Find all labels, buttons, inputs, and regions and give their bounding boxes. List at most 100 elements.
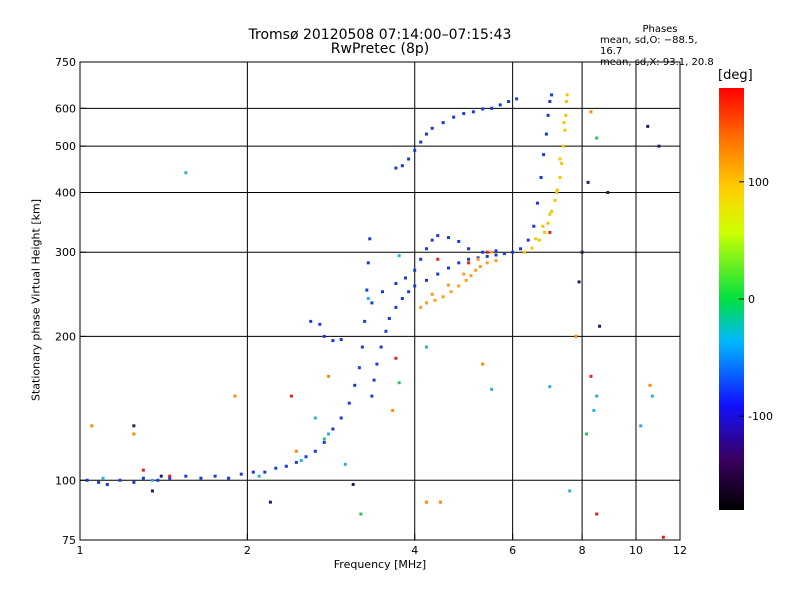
data-point (327, 432, 331, 436)
data-point (595, 136, 599, 140)
data-point (294, 449, 298, 453)
data-point (548, 385, 552, 389)
data-point (227, 476, 231, 480)
data-point (498, 103, 502, 107)
data-point (595, 512, 599, 516)
data-point (359, 512, 363, 516)
data-point (168, 476, 172, 480)
data-point (563, 128, 567, 132)
data-point (446, 266, 450, 270)
data-point (425, 247, 429, 251)
phase-stats-block: Phases mean, sd,O: −88.5, 16.7 mean, sd,… (600, 24, 720, 68)
data-point (511, 250, 515, 254)
data-point (446, 236, 450, 240)
data-point (476, 257, 480, 261)
data-point (156, 478, 160, 482)
data-point (519, 247, 523, 251)
data-point (490, 250, 494, 254)
x-tick-label: 10 (629, 544, 643, 557)
data-point (433, 298, 437, 302)
data-point (309, 319, 313, 323)
data-point (561, 144, 565, 148)
data-point (462, 112, 466, 116)
data-point (648, 383, 652, 387)
data-point (507, 100, 511, 104)
data-point (375, 362, 379, 366)
data-point (233, 394, 237, 398)
data-point (394, 305, 398, 309)
data-point (397, 381, 401, 385)
data-point (592, 408, 596, 412)
data-point (430, 238, 434, 242)
data-point (494, 249, 498, 253)
data-point (353, 383, 357, 387)
data-point (469, 274, 473, 278)
data-point (251, 470, 255, 474)
data-point (478, 265, 482, 269)
colorbar-tick-label: 0 (748, 293, 755, 306)
data-point (384, 329, 388, 333)
data-point (407, 157, 411, 161)
data-point (101, 476, 105, 480)
data-point (313, 449, 317, 453)
data-point (574, 334, 578, 338)
data-point (370, 301, 374, 305)
x-tick-label: 2 (244, 544, 251, 557)
data-point (537, 238, 541, 242)
data-point (413, 284, 417, 288)
data-point (407, 290, 411, 294)
data-point (322, 440, 326, 444)
data-point (118, 478, 122, 482)
y-tick-label: 100 (55, 474, 76, 487)
y-tick-label: 600 (55, 102, 76, 115)
data-point (485, 261, 489, 265)
data-point (565, 93, 569, 97)
data-point (481, 362, 485, 366)
data-point (331, 339, 335, 343)
data-point (441, 295, 445, 299)
data-point (331, 427, 335, 431)
data-point (357, 366, 361, 370)
data-point (555, 190, 559, 194)
data-point (199, 476, 203, 480)
data-point (90, 424, 94, 428)
data-point (425, 301, 429, 305)
data-point (366, 261, 370, 265)
y-axis: 75 100 200 300 400 500 600 750 (55, 56, 86, 547)
data-point (485, 250, 489, 254)
data-point (150, 478, 154, 482)
data-point (650, 394, 654, 398)
data-point (548, 230, 552, 234)
data-point (97, 480, 101, 484)
data-point (595, 394, 599, 398)
y-tick-label: 500 (55, 140, 76, 153)
data-point (542, 153, 546, 157)
data-point (159, 474, 163, 478)
y-tick-label: 400 (55, 186, 76, 199)
data-point (589, 374, 593, 378)
chart-subtitle: RwPretec (8p) (330, 41, 430, 57)
data-point (380, 290, 384, 294)
data-point (568, 489, 572, 493)
data-point (462, 272, 466, 276)
data-point (425, 278, 429, 282)
data-point (294, 460, 298, 464)
data-point (150, 489, 154, 493)
data-point (436, 272, 440, 276)
data-point (541, 224, 545, 228)
chart-title: Tromsø 20120508 07:14:00–07:15:43 (248, 27, 512, 43)
data-point (425, 132, 429, 136)
data-point (419, 140, 423, 144)
data-point (413, 148, 417, 152)
data-point (268, 500, 272, 504)
data-point (132, 432, 136, 436)
data-point (372, 378, 376, 382)
x-axis: 1 2 4 6 8 10 12 (77, 534, 687, 557)
colorbar-tick-label: 100 (748, 176, 769, 189)
data-point (515, 97, 519, 101)
data-point (391, 408, 395, 412)
data-point (550, 93, 554, 97)
data-point (657, 144, 661, 148)
x-axis-label: Frequency [MHz] (334, 558, 426, 571)
data-point (564, 113, 568, 117)
